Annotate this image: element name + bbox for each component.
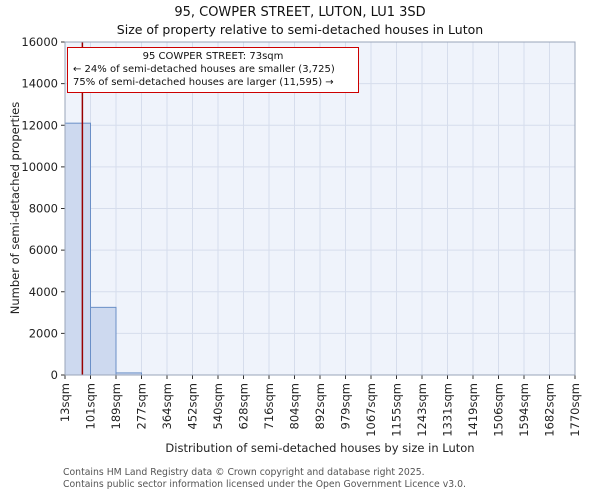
x-tick-label: 13sqm [58,383,72,422]
histogram-bar [64,122,91,376]
x-tick-label: 1419sqm [466,383,480,437]
x-tick-label: 540sqm [211,383,225,429]
x-tick-label: 1067sqm [364,383,378,437]
x-tick-label: 1331sqm [441,383,455,437]
plot-frame [64,41,576,376]
y-tick-label: 14000 [21,77,58,91]
x-axis-label: Distribution of semi-detached houses by … [165,441,475,455]
x-tick-label: 1506sqm [492,383,506,437]
x-tick-label: 1770sqm [568,383,582,437]
x-tick-label: 1594sqm [517,383,531,437]
y-tick-label: 10000 [21,160,58,174]
y-axis-label: Number of semi-detached properties [8,101,22,315]
x-tick-label: 452sqm [186,383,200,429]
chart-title: 95, COWPER STREET, LUTON, LU1 3SD [174,5,426,20]
y-tick-label: 0 [51,368,58,382]
y-tick-label: 12000 [21,118,58,132]
x-tick-label: 189sqm [109,383,123,429]
x-tick-label: 1243sqm [415,383,429,437]
x-tick-label: 979sqm [339,383,353,429]
footer-line2: Contains public sector information licen… [63,479,466,491]
histogram-bar [90,306,117,376]
x-tick-label: 1682sqm [543,383,557,437]
footer: Contains HM Land Registry data © Crown c… [63,467,466,491]
footer-line1: Contains HM Land Registry data © Crown c… [63,467,425,478]
y-tick-label: 4000 [29,285,58,299]
x-tick-label: 364sqm [160,383,174,429]
chart-subtitle: Size of property relative to semi-detach… [116,22,484,37]
annotation-box: 95 COWPER STREET: 73sqm ← 24% of semi-de… [67,47,359,93]
x-tick-label: 101sqm [84,383,98,429]
y-tick-label: 6000 [29,243,58,257]
x-tick-label: 892sqm [313,383,327,429]
x-tick-label: 1155sqm [390,383,404,437]
annotation-property-label: 95 COWPER STREET: 73sqm [142,51,284,62]
annotation-larger-stat: 75% of semi-detached houses are larger (… [73,77,334,88]
x-tick-label: 277sqm [135,383,149,429]
x-tick-label: 716sqm [262,383,276,429]
x-tick-label: 804sqm [288,383,302,429]
y-tick-label: 16000 [21,35,58,49]
annotation-smaller-stat: ← 24% of semi-detached houses are smalle… [73,64,335,75]
y-tick-label: 2000 [29,326,58,340]
y-tick-label: 8000 [29,202,58,216]
x-tick-label: 628sqm [237,383,251,429]
